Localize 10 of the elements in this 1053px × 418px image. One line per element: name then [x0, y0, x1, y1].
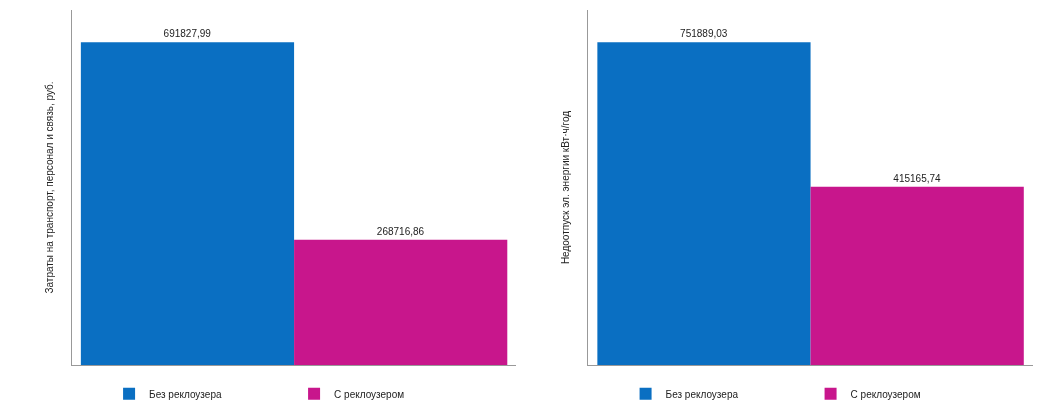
legend-label: С реклоузером — [850, 388, 921, 400]
data-label: 415165,74 — [893, 172, 942, 184]
y-axis-title: Затраты на транспорт, персонал и связь, руб. — [43, 81, 55, 294]
legend-label: Без реклоузера — [665, 388, 739, 400]
data-label: 691827,99 — [163, 28, 212, 40]
y-axis-title: Недоотпуск эл. энергии кВт·ч/год — [560, 110, 572, 265]
legend-label: С реклоузером — [334, 388, 405, 400]
data-label: 751889,03 — [680, 28, 728, 40]
data-label: 268716,86 — [376, 225, 425, 237]
legend-label: Без реклоузера — [149, 388, 222, 400]
